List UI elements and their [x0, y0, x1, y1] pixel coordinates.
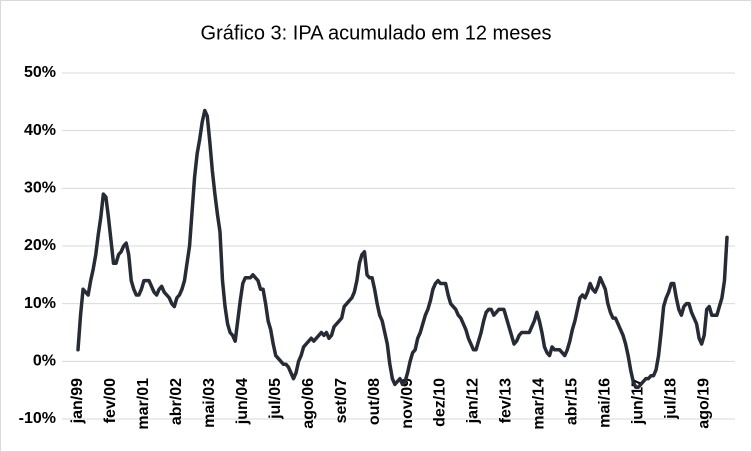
x-tick-label: abr/02 [168, 378, 185, 425]
x-tick-label: jul/18 [662, 378, 679, 420]
x-tick-label: mai/03 [201, 378, 218, 428]
x-tick-label: dez/10 [432, 378, 449, 427]
x-tick-label: mai/16 [597, 378, 614, 428]
x-tick-label: jan/12 [465, 378, 482, 424]
x-tick-label: jul/05 [267, 378, 284, 420]
x-tick-label: set/07 [333, 378, 350, 423]
y-tick-label: -10% [19, 410, 56, 427]
x-tick-label: mar/01 [135, 378, 152, 430]
x-tick-label: abr/15 [564, 378, 581, 425]
x-tick-label: jun/04 [234, 378, 251, 425]
y-tick-label: 0% [33, 353, 56, 370]
y-tick-label: 30% [24, 180, 56, 197]
x-tick-label: jan/99 [69, 378, 86, 424]
y-tick-label: 10% [24, 295, 56, 312]
x-tick-label: fev/00 [102, 378, 119, 423]
x-tick-label: ago/19 [695, 378, 712, 429]
y-tick-label: 50% [24, 64, 56, 81]
x-tick-label: nov/09 [399, 378, 416, 429]
series-line [76, 108, 729, 390]
chart-title: Gráfico 3: IPA acumulado em 12 meses [201, 22, 552, 44]
x-tick-label: fev/13 [498, 378, 515, 423]
y-tick-label: 20% [24, 237, 56, 254]
x-tick-label: jun/17 [629, 378, 646, 425]
y-tick-label: 40% [24, 122, 56, 139]
x-tick-label: out/08 [366, 378, 383, 425]
x-tick-label: ago/06 [300, 378, 317, 429]
x-tick-label: mar/14 [531, 378, 548, 430]
